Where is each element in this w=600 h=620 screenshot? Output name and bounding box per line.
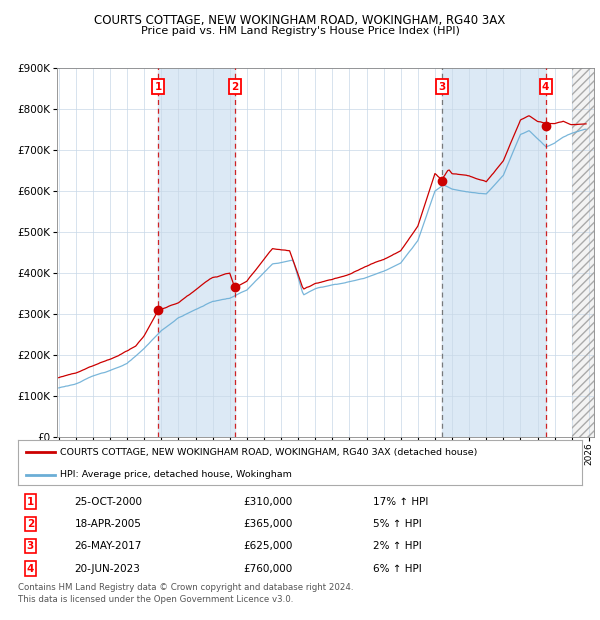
Text: This data is licensed under the Open Government Licence v3.0.: This data is licensed under the Open Gov…	[18, 595, 293, 604]
Text: 3: 3	[27, 541, 34, 551]
Text: 17% ↑ HPI: 17% ↑ HPI	[373, 497, 428, 507]
Text: £365,000: £365,000	[244, 519, 293, 529]
Bar	[158, 68, 235, 437]
Text: 25-OCT-2000: 25-OCT-2000	[74, 497, 142, 507]
Bar	[442, 68, 545, 437]
Text: Contains HM Land Registry data © Crown copyright and database right 2024.: Contains HM Land Registry data © Crown c…	[18, 583, 353, 592]
Text: 1: 1	[27, 497, 34, 507]
Text: COURTS COTTAGE, NEW WOKINGHAM ROAD, WOKINGHAM, RG40 3AX (detached house): COURTS COTTAGE, NEW WOKINGHAM ROAD, WOKI…	[60, 448, 478, 457]
Text: 2: 2	[27, 519, 34, 529]
Text: £310,000: £310,000	[244, 497, 293, 507]
Text: 4: 4	[542, 82, 549, 92]
Text: 5% ↑ HPI: 5% ↑ HPI	[373, 519, 422, 529]
Text: COURTS COTTAGE, NEW WOKINGHAM ROAD, WOKINGHAM, RG40 3AX: COURTS COTTAGE, NEW WOKINGHAM ROAD, WOKI…	[94, 14, 506, 27]
Text: £625,000: £625,000	[244, 541, 293, 551]
Text: 1: 1	[154, 82, 161, 92]
Text: 4: 4	[27, 564, 34, 574]
Text: Price paid vs. HM Land Registry's House Price Index (HPI): Price paid vs. HM Land Registry's House …	[140, 26, 460, 36]
Text: 26-MAY-2017: 26-MAY-2017	[74, 541, 142, 551]
Text: 6% ↑ HPI: 6% ↑ HPI	[373, 564, 422, 574]
Text: 18-APR-2005: 18-APR-2005	[74, 519, 141, 529]
Text: HPI: Average price, detached house, Wokingham: HPI: Average price, detached house, Woki…	[60, 470, 292, 479]
Text: £760,000: £760,000	[244, 564, 293, 574]
Text: 20-JUN-2023: 20-JUN-2023	[74, 564, 140, 574]
Text: 2: 2	[231, 82, 238, 92]
Text: 3: 3	[438, 82, 445, 92]
Text: 2% ↑ HPI: 2% ↑ HPI	[373, 541, 422, 551]
